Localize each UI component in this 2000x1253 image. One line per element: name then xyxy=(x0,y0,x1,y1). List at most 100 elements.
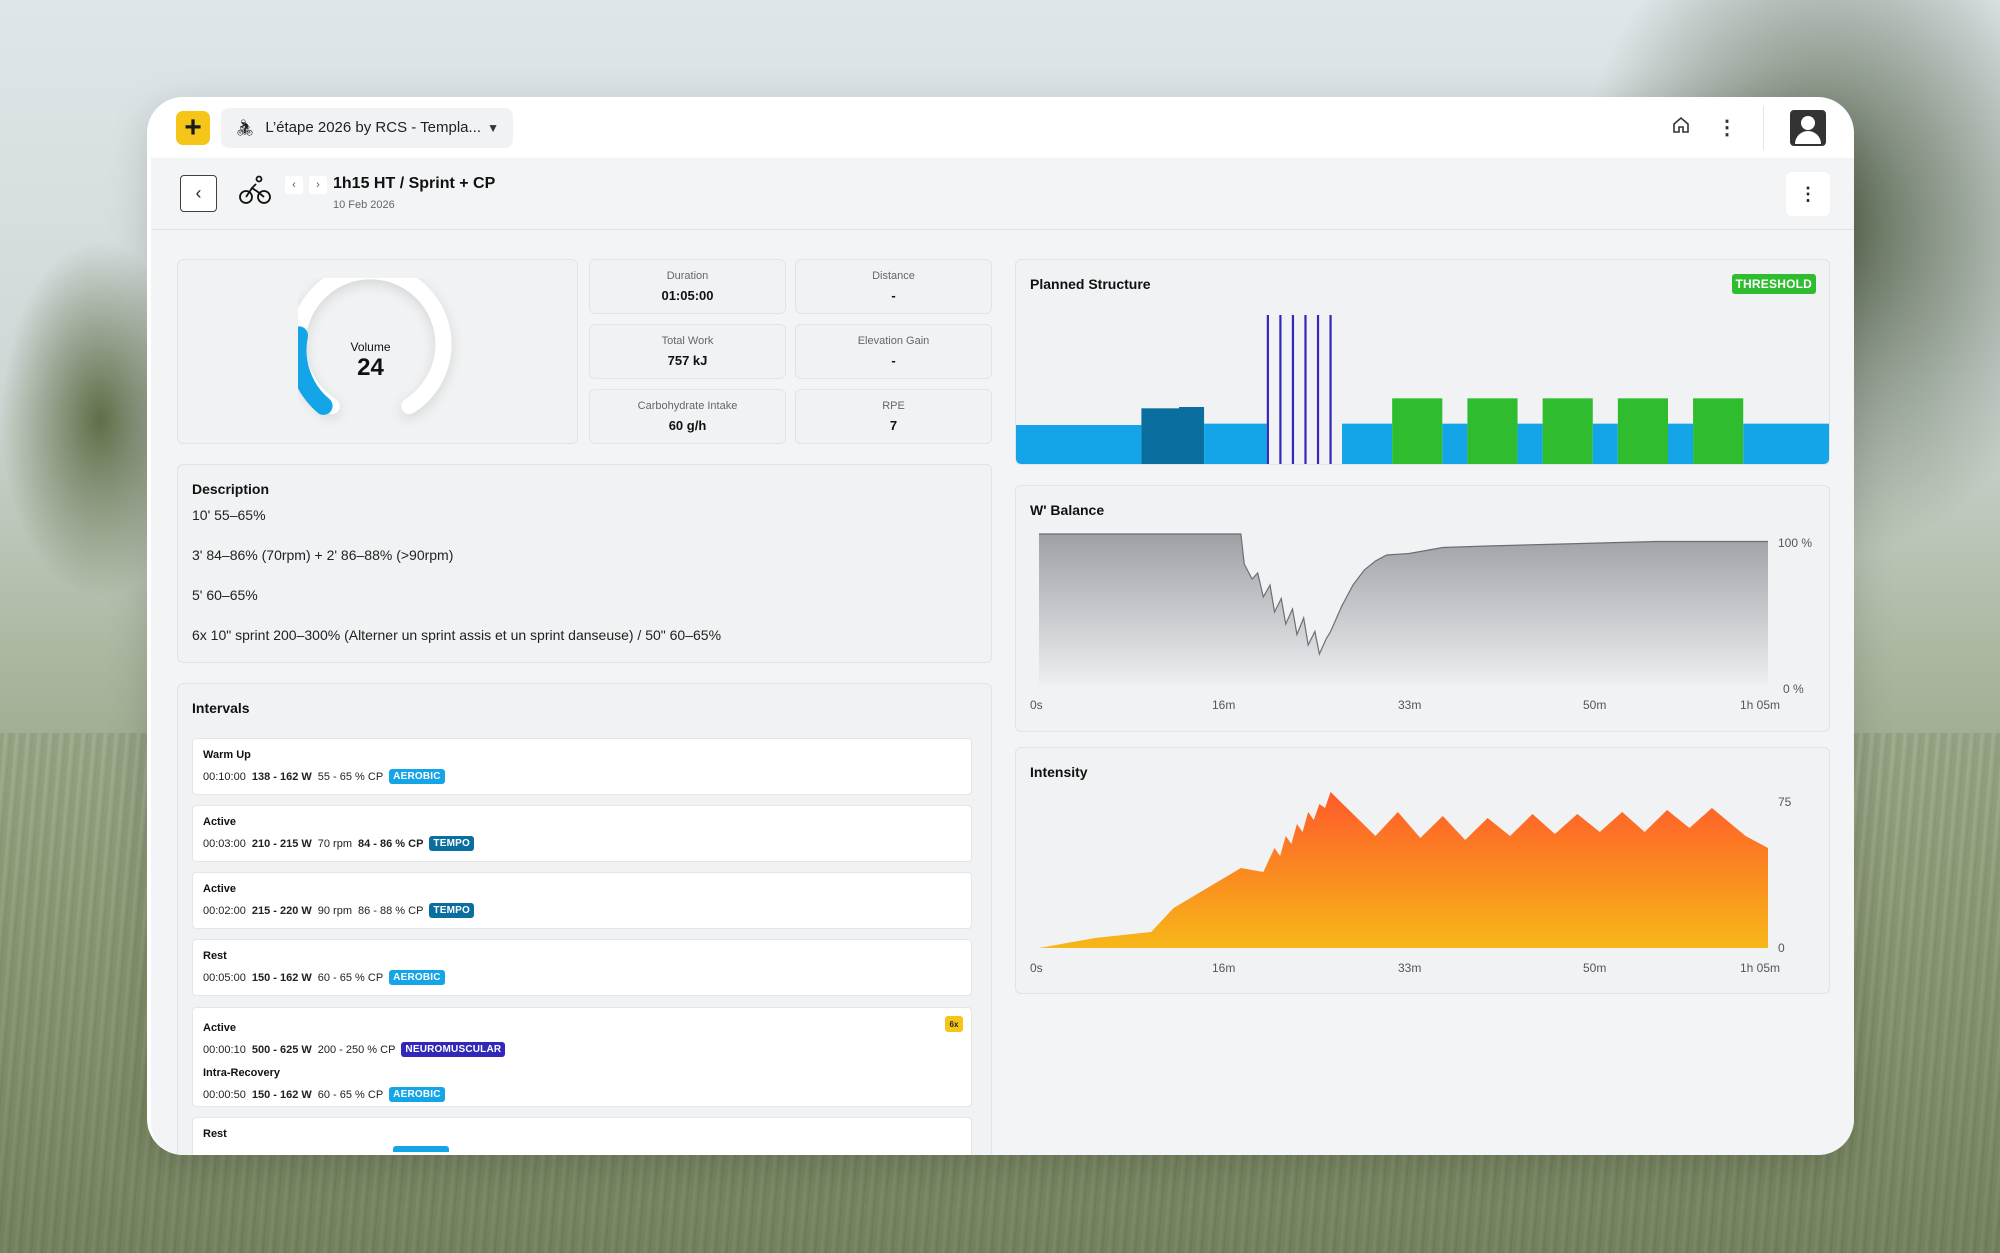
description-card: Description 10' 55–65% 3' 84–86% (70rpm)… xyxy=(177,464,992,663)
y-tick-label: 0 % xyxy=(1783,682,1804,696)
stat-elevation-gain: Elevation Gain - xyxy=(795,324,992,379)
header-separator xyxy=(151,229,1854,230)
volume-gauge: Volume 24 xyxy=(288,263,463,443)
interval-cp: 84 - 86 % CP xyxy=(358,837,424,850)
app-logo[interactable]: + xyxy=(176,110,210,145)
interval-name: Active xyxy=(203,816,237,828)
description-line: 5' 60–65% xyxy=(192,587,258,603)
w-balance-title: W' Balance xyxy=(1030,502,1105,518)
structure-segment-threshold xyxy=(1467,398,1518,464)
previous-workout-button[interactable]: ‹ xyxy=(285,175,303,194)
interval-duration: 00:05:00 xyxy=(203,971,246,984)
stat-duration: Duration 01:05:00 xyxy=(589,259,786,314)
workout-menu-button[interactable]: ⋮ xyxy=(1786,172,1830,216)
interval-item[interactable]: Rest 00:05:00 150 - 162 W 60 - 65 % CP A… xyxy=(192,939,972,996)
structure-segment-neuromuscular xyxy=(1316,315,1320,464)
interval-item[interactable]: Rest xyxy=(192,1117,972,1155)
stat-label: Duration xyxy=(666,270,709,282)
interval-power: 138 - 162 W xyxy=(251,770,312,783)
interval-duration: 00:02:00 xyxy=(203,904,246,917)
zone-badge: AEROBIC xyxy=(389,769,445,784)
interval-item[interactable]: Active 00:03:00 210 - 215 W 70 rpm 84 - … xyxy=(192,805,972,862)
topbar-divider xyxy=(1763,105,1764,150)
stat-value: 60 g/h xyxy=(668,418,707,433)
stat-total-work: Total Work 757 kJ xyxy=(589,324,786,379)
workspace-selector[interactable]: 🚴︎ L’étape 2026 by RCS - Templa... ▼ xyxy=(221,107,513,148)
x-tick-label: 0s xyxy=(1030,961,1043,975)
w-balance-card: W' Balance 100 % 0 % 0s 16m 33m 50m 1h 0… xyxy=(1015,485,1830,732)
interval-item[interactable]: Warm Up 00:10:00 138 - 162 W 55 - 65 % C… xyxy=(192,738,972,795)
stat-label: Total Work xyxy=(661,335,714,347)
workout-title: 1h15 HT / Sprint + CP xyxy=(333,174,496,192)
repeat-badge: 6x xyxy=(945,1016,963,1032)
zone-badge: TEMPO xyxy=(429,903,474,918)
workout-view: ‹ ‹ › 1h15 HT / Sprint + CP 10 Feb 2026 … xyxy=(151,158,1854,1155)
more-vertical-icon[interactable]: ⋮ xyxy=(1717,117,1737,139)
x-tick-label: 1h 05m xyxy=(1740,961,1781,975)
interval-subname: Intra-Recovery xyxy=(203,1067,281,1079)
chevron-left-icon: ‹ xyxy=(195,183,202,203)
interval-cadence: 70 rpm xyxy=(317,837,352,850)
y-tick-label: 75 xyxy=(1778,795,1792,809)
volume-gauge-fill xyxy=(288,326,333,415)
x-tick-label: 0s xyxy=(1030,698,1043,712)
x-tick-label: 1h 05m xyxy=(1740,698,1781,712)
y-tick-label: 100 % xyxy=(1778,536,1813,550)
zone-badge-threshold: THRESHOLD xyxy=(1731,274,1816,294)
structure-segment-tempo xyxy=(1141,408,1179,464)
interval-item[interactable]: Active 00:02:00 215 - 220 W 90 rpm 86 - … xyxy=(192,872,972,929)
user-avatar-icon[interactable] xyxy=(1790,109,1826,146)
stat-label: Distance xyxy=(872,270,915,282)
structure-segment-aerobic xyxy=(1342,423,1393,464)
planned-structure-chart xyxy=(1016,315,1829,464)
home-icon[interactable] xyxy=(1671,115,1691,141)
interval-name: Active xyxy=(203,883,237,895)
structure-segment-aerobic xyxy=(1204,423,1267,464)
stat-label: RPE xyxy=(882,400,905,412)
interval-name: Active xyxy=(203,1022,237,1034)
intensity-chart xyxy=(1039,792,1768,948)
interval-cp: 60 - 65 % CP xyxy=(317,971,384,984)
volume-card: Volume 24 xyxy=(177,259,578,444)
chevron-down-icon: ▼ xyxy=(487,120,499,135)
zone-badge: TEMPO xyxy=(429,836,474,851)
zone-badge: NEUROMUSCULAR xyxy=(401,1042,506,1057)
chart-line xyxy=(1039,533,1768,656)
intervals-title: Intervals xyxy=(192,700,250,716)
volume-value: 24 xyxy=(357,354,384,381)
x-tick-label: 50m xyxy=(1583,961,1607,975)
stat-label: Carbohydrate Intake xyxy=(637,400,738,412)
structure-segment-aerobic xyxy=(1442,423,1468,464)
interval-power: 215 - 220 W xyxy=(251,904,312,917)
description-line: 6x 10" sprint 200–300% (Alterner un spri… xyxy=(192,627,722,643)
interval-duration: 00:00:50 xyxy=(203,1088,246,1101)
next-workout-button[interactable]: › xyxy=(309,175,327,194)
interval-duration: 00:10:00 xyxy=(203,770,246,783)
chart-area xyxy=(1039,792,1768,948)
workspace-name: L’étape 2026 by RCS - Templa... xyxy=(265,119,481,136)
x-tick-label: 16m xyxy=(1212,961,1236,975)
structure-segment-aerobic xyxy=(1592,423,1618,464)
structure-segment-aerobic xyxy=(1016,425,1142,464)
planned-structure-card: Planned Structure THRESHOLD xyxy=(1015,259,1830,465)
back-button[interactable]: ‹ xyxy=(180,175,217,212)
interval-cp: 200 - 250 % CP xyxy=(317,1043,396,1056)
stat-label: Elevation Gain xyxy=(857,335,930,347)
zone-badge: AEROBIC xyxy=(389,970,445,985)
w-balance-chart xyxy=(1039,533,1768,684)
interval-cp: 86 - 88 % CP xyxy=(358,904,424,917)
interval-power: 210 - 215 W xyxy=(251,837,312,850)
interval-item[interactable]: 6x Active 00:00:10 500 - 625 W 200 - 250… xyxy=(192,1007,972,1107)
stat-value: 01:05:00 xyxy=(661,288,714,303)
workout-date: 10 Feb 2026 xyxy=(333,198,395,211)
cyclist-icon: 🚴︎ xyxy=(235,119,256,137)
structure-segment-aerobic xyxy=(1668,423,1694,464)
interval-name: Warm Up xyxy=(203,749,251,761)
structure-segment-threshold xyxy=(1617,398,1668,464)
x-tick-label: 50m xyxy=(1583,698,1607,712)
structure-segment-tempo xyxy=(1179,407,1205,464)
stat-value: 7 xyxy=(889,418,898,433)
app-window: + 🚴︎ L’étape 2026 by RCS - Templa... ▼ ⋮… xyxy=(147,97,1854,1155)
intensity-card: Intensity 75 0 0s 16m 33m 50m 1h 05m xyxy=(1015,747,1830,994)
zone-badge-partial xyxy=(393,1146,449,1152)
